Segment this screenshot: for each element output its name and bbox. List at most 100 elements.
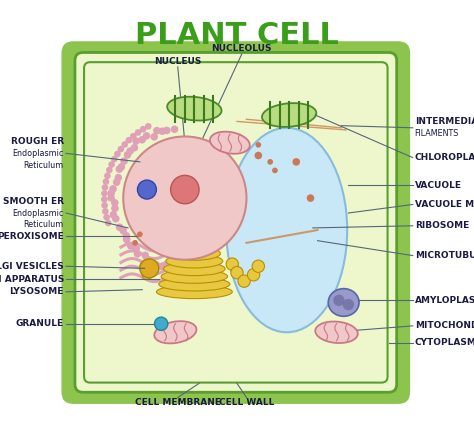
Text: VACUOLE MEMBRANE: VACUOLE MEMBRANE (415, 200, 474, 209)
Circle shape (111, 204, 118, 212)
Text: MICROTUBULE: MICROTUBULE (415, 251, 474, 260)
Circle shape (118, 146, 124, 153)
Circle shape (137, 180, 156, 199)
Circle shape (113, 178, 120, 186)
Circle shape (138, 136, 146, 144)
Text: INTERMEDIATE: INTERMEDIATE (415, 117, 474, 127)
Circle shape (109, 211, 117, 219)
Ellipse shape (167, 97, 221, 121)
Circle shape (162, 263, 170, 271)
Circle shape (272, 167, 278, 173)
Text: Reticulum: Reticulum (24, 161, 64, 170)
Circle shape (126, 137, 132, 144)
Circle shape (159, 127, 166, 135)
Circle shape (343, 299, 354, 310)
Circle shape (209, 258, 216, 266)
Circle shape (111, 199, 118, 207)
Text: MITOCHONDRION: MITOCHONDRION (415, 321, 474, 331)
Circle shape (111, 156, 118, 162)
Circle shape (247, 269, 260, 281)
Text: VACUOLE: VACUOLE (415, 181, 462, 190)
Text: NUCLEOLUS: NUCLEOLUS (211, 44, 272, 53)
Circle shape (103, 214, 110, 221)
Ellipse shape (315, 322, 358, 343)
Circle shape (108, 161, 115, 168)
Circle shape (135, 129, 141, 136)
Circle shape (171, 126, 178, 133)
Text: NUCLEUS: NUCLEUS (154, 57, 201, 66)
Text: FILAMENTS: FILAMENTS (415, 129, 459, 138)
Circle shape (142, 270, 152, 279)
Circle shape (101, 196, 108, 203)
Circle shape (103, 178, 109, 185)
Text: Endoplasmic: Endoplasmic (13, 208, 64, 218)
FancyBboxPatch shape (75, 52, 397, 392)
Ellipse shape (164, 262, 225, 276)
Circle shape (132, 137, 140, 145)
Text: CELL WALL: CELL WALL (219, 398, 274, 407)
Circle shape (121, 141, 128, 148)
Circle shape (145, 123, 152, 130)
Circle shape (140, 126, 146, 132)
Circle shape (123, 136, 246, 260)
Circle shape (171, 176, 199, 204)
Circle shape (153, 261, 160, 269)
Circle shape (101, 202, 108, 209)
Text: AMYLOPLAST: AMYLOPLAST (415, 296, 474, 305)
Circle shape (127, 242, 135, 250)
Circle shape (107, 194, 115, 201)
Circle shape (105, 220, 111, 226)
Circle shape (122, 232, 130, 239)
Circle shape (132, 245, 140, 253)
Text: PLANT CELL: PLANT CELL (135, 21, 339, 50)
Circle shape (199, 263, 207, 271)
Circle shape (137, 231, 143, 237)
Circle shape (140, 259, 159, 278)
Circle shape (101, 184, 108, 191)
Circle shape (118, 163, 125, 171)
FancyBboxPatch shape (62, 41, 410, 404)
Circle shape (333, 295, 345, 306)
Circle shape (267, 159, 273, 165)
Text: SMOOTH ER: SMOOTH ER (3, 196, 64, 206)
Circle shape (140, 262, 149, 271)
Circle shape (163, 127, 171, 134)
Ellipse shape (161, 270, 228, 283)
Circle shape (182, 264, 190, 271)
Circle shape (114, 151, 121, 157)
Circle shape (255, 142, 261, 148)
Text: CHLOROPLAST: CHLOROPLAST (415, 153, 474, 162)
Circle shape (226, 258, 238, 270)
Circle shape (147, 264, 156, 273)
Circle shape (116, 165, 123, 173)
Circle shape (104, 173, 111, 179)
Circle shape (132, 240, 138, 246)
Circle shape (108, 190, 115, 197)
Ellipse shape (226, 128, 347, 332)
Ellipse shape (159, 277, 230, 291)
Text: ROUGH ER: ROUGH ER (11, 137, 64, 146)
Circle shape (131, 144, 138, 152)
Circle shape (106, 167, 113, 173)
Circle shape (102, 208, 109, 215)
Circle shape (143, 132, 150, 140)
Circle shape (134, 250, 141, 258)
Ellipse shape (166, 254, 223, 268)
Ellipse shape (168, 247, 220, 260)
Circle shape (116, 224, 123, 231)
Circle shape (238, 275, 250, 287)
Circle shape (252, 260, 264, 272)
Circle shape (119, 227, 127, 234)
Text: Reticulum: Reticulum (24, 220, 64, 230)
Circle shape (143, 257, 150, 265)
Circle shape (292, 158, 300, 166)
Circle shape (101, 190, 108, 197)
Circle shape (231, 267, 243, 279)
Circle shape (150, 133, 158, 141)
Circle shape (112, 215, 119, 222)
Text: PEROXISOME: PEROXISOME (0, 232, 64, 241)
Circle shape (177, 264, 185, 271)
Ellipse shape (155, 321, 196, 343)
Text: GRANULE: GRANULE (16, 319, 64, 328)
Text: RIBOSOME: RIBOSOME (415, 221, 469, 230)
